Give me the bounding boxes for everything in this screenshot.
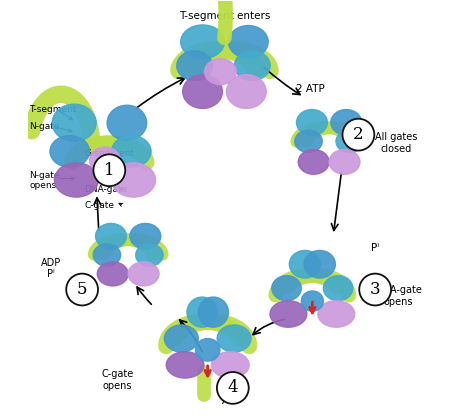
Ellipse shape bbox=[107, 105, 146, 140]
Ellipse shape bbox=[304, 250, 336, 278]
Ellipse shape bbox=[90, 147, 120, 173]
Text: G-segment: G-segment bbox=[84, 149, 134, 158]
Text: All gates
closed: All gates closed bbox=[375, 132, 417, 154]
Text: 3: 3 bbox=[370, 281, 381, 298]
Ellipse shape bbox=[329, 150, 360, 174]
Ellipse shape bbox=[130, 223, 161, 249]
Ellipse shape bbox=[296, 110, 328, 135]
Ellipse shape bbox=[217, 325, 251, 352]
Text: Pᴵ: Pᴵ bbox=[371, 243, 379, 253]
Text: 2 ATP: 2 ATP bbox=[296, 84, 324, 94]
Circle shape bbox=[343, 119, 374, 150]
Ellipse shape bbox=[164, 325, 198, 352]
Ellipse shape bbox=[111, 136, 151, 167]
Ellipse shape bbox=[187, 297, 217, 327]
Text: T-segment enters: T-segment enters bbox=[179, 11, 270, 21]
Circle shape bbox=[66, 273, 98, 305]
Text: DNA-gate: DNA-gate bbox=[84, 185, 128, 194]
Circle shape bbox=[217, 372, 249, 404]
Text: T-segment: T-segment bbox=[29, 105, 77, 114]
Ellipse shape bbox=[295, 130, 322, 152]
Circle shape bbox=[359, 273, 391, 305]
Ellipse shape bbox=[97, 262, 128, 286]
Ellipse shape bbox=[182, 75, 222, 108]
Ellipse shape bbox=[227, 75, 266, 108]
Ellipse shape bbox=[298, 150, 329, 174]
Ellipse shape bbox=[336, 130, 364, 152]
Text: C-gate: C-gate bbox=[84, 201, 114, 210]
Ellipse shape bbox=[323, 276, 353, 301]
Text: N-gate: N-gate bbox=[29, 122, 60, 131]
Ellipse shape bbox=[211, 352, 249, 378]
Ellipse shape bbox=[270, 301, 307, 327]
Circle shape bbox=[93, 154, 125, 186]
Ellipse shape bbox=[52, 104, 96, 142]
Ellipse shape bbox=[55, 163, 98, 197]
Ellipse shape bbox=[136, 244, 163, 266]
Ellipse shape bbox=[198, 297, 228, 327]
Ellipse shape bbox=[96, 223, 127, 249]
Ellipse shape bbox=[195, 339, 220, 361]
Ellipse shape bbox=[93, 244, 120, 266]
Ellipse shape bbox=[181, 25, 225, 59]
Text: ADP
Pᴵ: ADP Pᴵ bbox=[41, 258, 61, 279]
Text: 4: 4 bbox=[228, 379, 238, 396]
Ellipse shape bbox=[111, 163, 155, 197]
Ellipse shape bbox=[234, 51, 270, 81]
Text: C-gate
opens: C-gate opens bbox=[101, 369, 134, 391]
Ellipse shape bbox=[289, 250, 320, 278]
Ellipse shape bbox=[177, 51, 212, 81]
Text: DNA-gate
opens: DNA-gate opens bbox=[375, 285, 421, 307]
Text: ADP: ADP bbox=[222, 396, 244, 406]
Ellipse shape bbox=[318, 301, 355, 327]
Ellipse shape bbox=[272, 276, 301, 301]
Ellipse shape bbox=[50, 136, 90, 167]
Ellipse shape bbox=[166, 352, 204, 378]
Ellipse shape bbox=[301, 291, 323, 311]
Text: 2: 2 bbox=[353, 126, 364, 143]
Text: N-gate
opens: N-gate opens bbox=[29, 171, 60, 190]
Text: 5: 5 bbox=[77, 281, 87, 298]
Text: 1: 1 bbox=[104, 162, 115, 179]
Ellipse shape bbox=[205, 59, 237, 84]
Ellipse shape bbox=[228, 26, 268, 58]
Ellipse shape bbox=[128, 262, 159, 286]
Ellipse shape bbox=[331, 110, 362, 135]
